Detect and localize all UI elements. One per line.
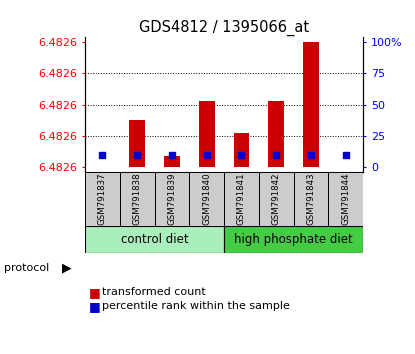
Bar bbox=[294, 172, 328, 226]
Text: GSM791837: GSM791837 bbox=[98, 173, 107, 225]
Bar bbox=[85, 226, 224, 253]
Text: GSM791841: GSM791841 bbox=[237, 173, 246, 225]
Text: protocol: protocol bbox=[4, 263, 49, 273]
Bar bbox=[234, 133, 249, 167]
Text: ■: ■ bbox=[89, 300, 101, 313]
Text: ▶: ▶ bbox=[62, 262, 72, 274]
Bar bbox=[129, 120, 145, 167]
Point bbox=[168, 152, 175, 158]
Bar bbox=[85, 172, 120, 226]
Text: ■: ■ bbox=[89, 286, 101, 298]
Bar bbox=[328, 172, 363, 226]
Bar bbox=[224, 172, 259, 226]
Text: GSM791843: GSM791843 bbox=[307, 173, 315, 225]
Bar bbox=[120, 172, 155, 226]
Text: control diet: control diet bbox=[121, 233, 188, 246]
Bar bbox=[224, 226, 363, 253]
Text: GSM791844: GSM791844 bbox=[341, 173, 350, 225]
Bar bbox=[269, 101, 284, 167]
Point bbox=[308, 152, 314, 158]
Point bbox=[203, 152, 210, 158]
Point bbox=[238, 152, 245, 158]
Bar bbox=[259, 172, 294, 226]
Bar bbox=[154, 172, 189, 226]
Text: GSM791838: GSM791838 bbox=[133, 173, 142, 225]
Bar bbox=[199, 101, 215, 167]
Point bbox=[99, 152, 106, 158]
Text: percentile rank within the sample: percentile rank within the sample bbox=[102, 301, 290, 311]
Text: GSM791839: GSM791839 bbox=[168, 173, 176, 225]
Bar bbox=[189, 172, 224, 226]
Bar bbox=[164, 156, 180, 167]
Point bbox=[273, 152, 280, 158]
Text: GSM791842: GSM791842 bbox=[272, 173, 281, 225]
Text: GSM791840: GSM791840 bbox=[202, 173, 211, 225]
Title: GDS4812 / 1395066_at: GDS4812 / 1395066_at bbox=[139, 19, 309, 36]
Text: high phosphate diet: high phosphate diet bbox=[234, 233, 353, 246]
Text: transformed count: transformed count bbox=[102, 287, 205, 297]
Bar bbox=[303, 42, 319, 167]
Point bbox=[134, 152, 141, 158]
Point bbox=[342, 152, 349, 158]
